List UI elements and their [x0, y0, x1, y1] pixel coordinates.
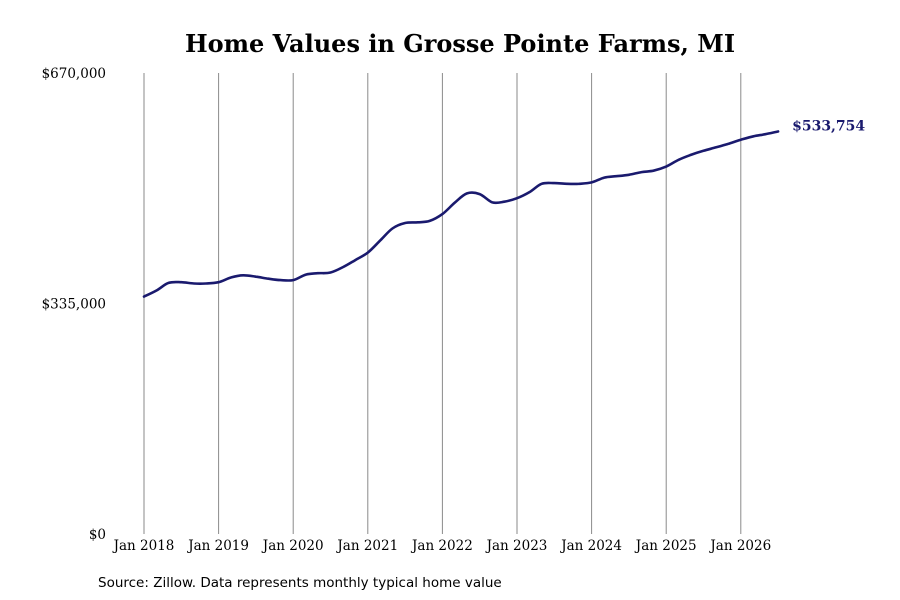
x-tick-label: Jan 2019 [186, 538, 249, 554]
x-tick-label: Jan 2022 [410, 538, 473, 554]
source-note: Source: Zillow. Data represents monthly … [98, 575, 502, 591]
x-tick-labels: Jan 2018 Jan 2019 Jan 2020 Jan 2021 Jan 2022… [112, 538, 772, 554]
x-tick-label: Jan 2018 [112, 538, 175, 554]
series-layer [142, 130, 780, 298]
x-tick-label: Jan 2024 [559, 538, 622, 554]
x-tick-label: Jan 2026 [708, 538, 771, 554]
grid-lines [143, 73, 742, 534]
end-value-label: $533,754 [792, 118, 865, 134]
y-tick-label: $335,000 [42, 297, 106, 313]
y-tick-label: $670,000 [42, 66, 106, 82]
chart-title: Home Values in Grosse Pointe Farms, MI [185, 29, 735, 58]
home-value-line [142, 130, 780, 298]
x-tick-label: Jan 2025 [634, 538, 697, 554]
x-tick-label: Jan 2023 [485, 538, 548, 554]
x-tick-label: Jan 2020 [261, 538, 324, 554]
x-tick-label: Jan 2021 [335, 538, 398, 554]
y-tick-label: $0 [89, 527, 106, 543]
y-tick-labels: $0 $335,000 $670,000 [42, 66, 106, 543]
